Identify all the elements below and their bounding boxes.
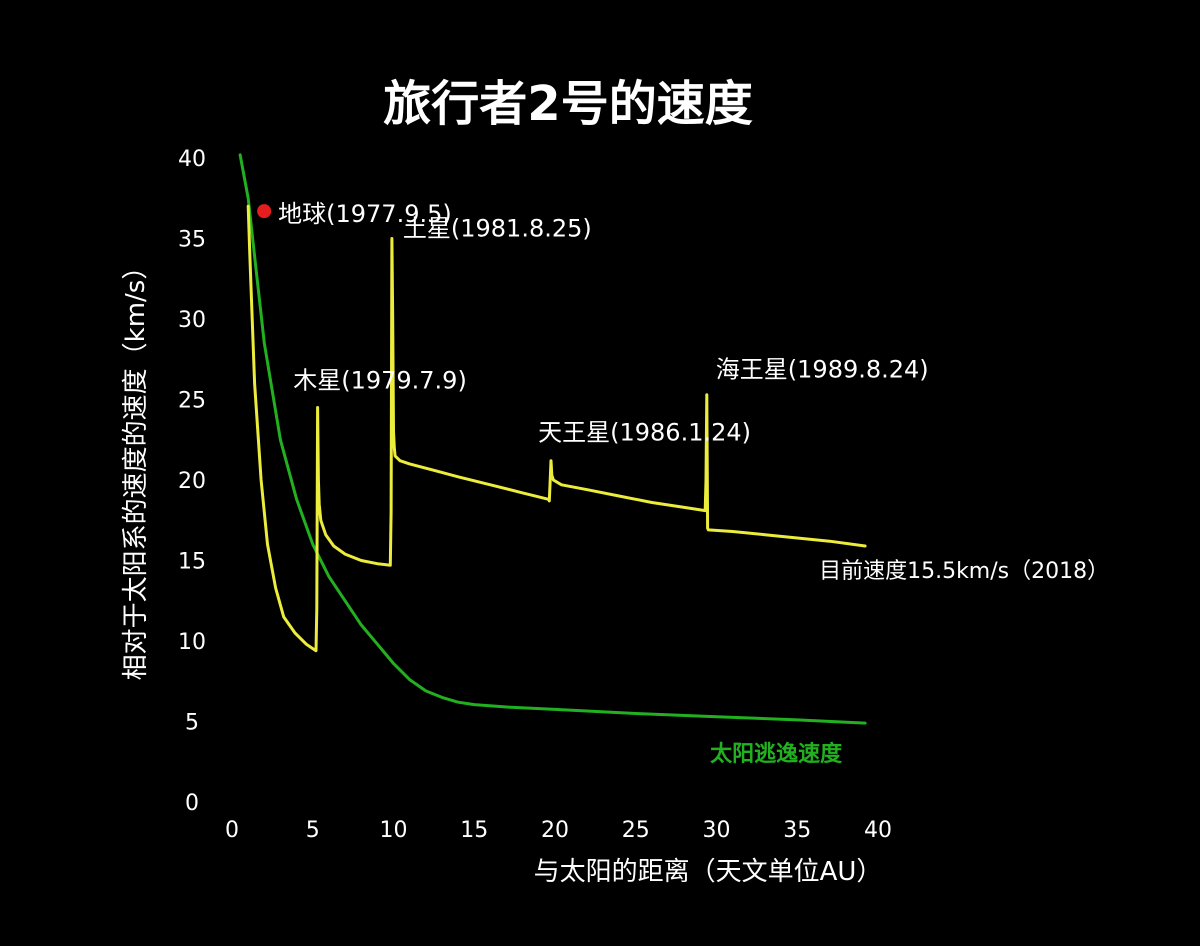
y-tick-label: 15 [178,550,206,575]
x-tick-label: 5 [306,818,320,843]
chart-title: 旅行者2号的速度 [383,76,752,132]
annotation-current-speed: 目前速度15.5km/s（2018） [819,559,1109,584]
annotation-earth: 地球(1977.9.5) [278,200,452,228]
y-axis-label: 相对于太阳系的速度的速度（km/s） [121,254,151,681]
y-tick-label: 30 [178,308,206,333]
annotation-jupiter: 木星(1979.7.9) [293,367,467,395]
annotation-uranus: 天王星(1986.1.24) [538,419,751,447]
y-tick-label: 10 [178,630,206,655]
x-tick-label: 10 [380,818,408,843]
y-tick-label: 20 [178,469,206,494]
y-tick-label: 25 [178,389,206,414]
x-tick-label: 0 [225,818,239,843]
annotation-neptune: 海王星(1989.8.24) [716,356,929,384]
y-tick-label: 0 [185,791,199,816]
x-tick-label: 15 [460,818,488,843]
escape-velocity-line [238,153,867,725]
x-axis-ticks: 0 5 10 15 20 25 30 35 40 [225,818,892,843]
series-layer [238,153,867,725]
y-tick-label: 40 [178,147,206,172]
x-tick-label: 25 [622,818,650,843]
annotation-layer: 地球(1977.9.5) 木星(1979.7.9) 土星(1981.8.25) 天王星… [257,200,1109,767]
y-tick-label: 5 [185,711,199,736]
x-axis-label: 与太阳的距离（天文单位AU） [534,857,883,887]
annotation-escape-velocity: 太阳逃逸速度 [710,741,843,767]
annotation-saturn: 土星(1981.8.25) [403,215,592,243]
voyager-speed-line [246,204,867,653]
y-tick-label: 35 [178,228,206,253]
y-axis-ticks: 0 5 10 15 20 25 30 35 40 [178,147,206,816]
x-tick-label: 20 [541,818,569,843]
x-tick-label: 35 [783,818,811,843]
earth-marker [257,204,272,219]
x-tick-label: 40 [864,818,892,843]
x-tick-label: 30 [703,818,731,843]
